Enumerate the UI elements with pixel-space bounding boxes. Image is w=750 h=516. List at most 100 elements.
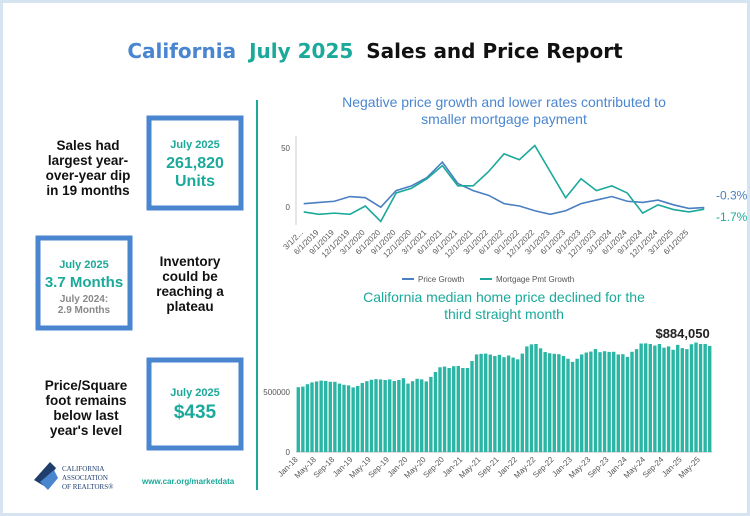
- stat-box-text: July 2024:: [60, 294, 108, 305]
- logo-mark: [34, 462, 58, 490]
- bar: [392, 380, 396, 452]
- bar: [337, 383, 342, 452]
- bar: [452, 366, 456, 452]
- logo-text: OF REALTORS®: [62, 483, 114, 491]
- bar: [401, 378, 406, 452]
- bar: [671, 349, 675, 452]
- title-part: July 2025: [247, 39, 353, 63]
- bar: [324, 380, 328, 452]
- bar: [328, 381, 332, 452]
- bar: [314, 381, 319, 452]
- bar: [593, 349, 598, 452]
- bar: [410, 381, 415, 452]
- bar: [438, 367, 442, 452]
- bar: [694, 342, 698, 452]
- bar: [584, 352, 588, 452]
- stat-box-text: July 2025: [59, 259, 109, 271]
- bar: [676, 344, 680, 452]
- bar: [465, 368, 470, 452]
- stat-text: largest year-: [48, 153, 128, 168]
- bar: [575, 358, 579, 452]
- title-part: Sales and Price Report: [366, 39, 623, 63]
- bar: [310, 382, 314, 452]
- bar: [580, 354, 584, 452]
- stat-box: [35, 235, 133, 331]
- bar: [538, 348, 543, 452]
- bar: [488, 354, 492, 452]
- bar: [342, 384, 346, 452]
- bar: [442, 366, 447, 452]
- bar: [648, 344, 652, 452]
- bar: [301, 386, 305, 452]
- logo-text: CALIFORNIA: [62, 465, 104, 473]
- stat-text: over-year dip: [46, 168, 131, 183]
- bar: [511, 357, 515, 452]
- stat-box-text: 2.9 Months: [58, 305, 111, 316]
- chart-title: smaller mortgage payment: [421, 111, 587, 127]
- stat-text: in 19 months: [46, 183, 129, 198]
- stat-text: could be: [162, 269, 218, 284]
- stat-text: reaching a: [156, 284, 224, 299]
- y-tick-label: 500000: [263, 388, 290, 397]
- stat-text: Sales had: [56, 138, 119, 153]
- bar: [557, 354, 561, 452]
- footer-url[interactable]: www.car.org/marketdata: [141, 477, 235, 486]
- bar: [525, 346, 529, 452]
- bar: [470, 361, 474, 452]
- bar: [479, 353, 483, 452]
- bar: [653, 345, 657, 452]
- bar: [502, 357, 506, 452]
- bar: [602, 351, 607, 452]
- bar: [703, 344, 707, 452]
- series-line: [303, 144, 705, 223]
- stat-text: Inventory: [160, 254, 221, 269]
- bar: [305, 384, 310, 452]
- bar: [639, 343, 643, 452]
- bar: [612, 351, 616, 452]
- bar: [456, 365, 460, 452]
- bar: [474, 354, 479, 452]
- bar: [424, 381, 428, 452]
- stat-box: [146, 357, 244, 451]
- bar: [356, 386, 360, 452]
- bar: [346, 385, 351, 452]
- bar: [415, 378, 419, 452]
- bar: [319, 380, 323, 452]
- end-label: -0.3%: [716, 189, 748, 203]
- stat-text: Price/Square: [45, 378, 128, 393]
- logo-text: ASSOCIATION: [62, 474, 108, 482]
- stat-box-text: $435: [174, 402, 217, 423]
- chart-title: third straight month: [444, 306, 564, 322]
- stat-box-text: July 2025: [170, 139, 220, 151]
- legend-label: Price Growth: [418, 275, 464, 284]
- bar: [374, 379, 378, 452]
- bar: [388, 379, 392, 452]
- bar: [644, 343, 648, 452]
- bar: [360, 383, 364, 452]
- stat-box-text: 261,820: [166, 155, 224, 172]
- bar: [589, 351, 593, 452]
- bar: [369, 379, 374, 452]
- bar: [351, 387, 355, 452]
- bar: [561, 356, 566, 452]
- bar: [447, 368, 451, 452]
- bar: [598, 352, 602, 452]
- bar: [621, 354, 625, 452]
- bar: [657, 344, 662, 452]
- bar: [406, 383, 410, 452]
- bar: [708, 345, 712, 452]
- value-label: $884,050: [655, 326, 709, 341]
- bar: [685, 349, 689, 452]
- bar: [461, 368, 465, 452]
- bar: [616, 354, 620, 452]
- bar: [433, 371, 438, 452]
- bar: [548, 353, 552, 452]
- bar: [506, 355, 511, 452]
- bar: [534, 344, 538, 452]
- bar: [570, 361, 575, 452]
- bar: [634, 349, 639, 452]
- bar: [552, 353, 556, 452]
- chart-title: Negative price growth and lower rates co…: [342, 94, 666, 110]
- bar: [383, 380, 387, 452]
